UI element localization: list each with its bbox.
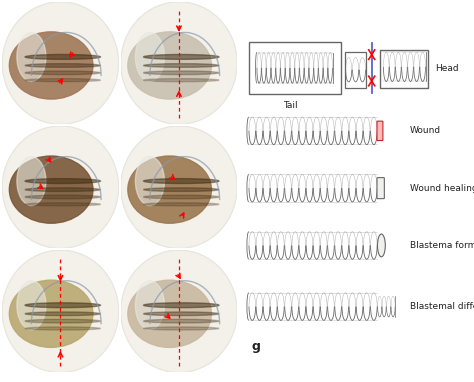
Text: Tail: Tail xyxy=(283,101,297,110)
Circle shape xyxy=(3,127,118,247)
Ellipse shape xyxy=(25,179,100,183)
Circle shape xyxy=(3,251,118,371)
Text: Wound healing: Wound healing xyxy=(410,184,474,193)
Circle shape xyxy=(121,2,237,124)
Circle shape xyxy=(122,251,236,371)
Ellipse shape xyxy=(25,319,100,323)
Ellipse shape xyxy=(128,156,211,223)
Circle shape xyxy=(122,127,236,247)
Ellipse shape xyxy=(25,327,100,330)
Ellipse shape xyxy=(9,32,93,99)
Ellipse shape xyxy=(17,32,46,81)
Ellipse shape xyxy=(144,55,219,59)
Text: e: e xyxy=(7,358,14,367)
Circle shape xyxy=(121,250,237,372)
Ellipse shape xyxy=(144,71,219,74)
Ellipse shape xyxy=(144,303,219,308)
Ellipse shape xyxy=(144,64,219,67)
Text: a: a xyxy=(7,109,14,119)
Ellipse shape xyxy=(136,157,164,206)
Text: f: f xyxy=(126,358,130,367)
Text: c: c xyxy=(7,233,13,243)
Ellipse shape xyxy=(25,71,100,74)
Text: b: b xyxy=(126,109,133,119)
Ellipse shape xyxy=(9,156,93,223)
Ellipse shape xyxy=(144,327,219,330)
Ellipse shape xyxy=(144,179,219,183)
Ellipse shape xyxy=(144,195,219,199)
Text: d: d xyxy=(126,233,133,243)
Ellipse shape xyxy=(136,32,164,81)
FancyBboxPatch shape xyxy=(377,178,384,199)
Circle shape xyxy=(2,250,118,372)
Text: g: g xyxy=(251,340,260,353)
Ellipse shape xyxy=(25,303,100,308)
Ellipse shape xyxy=(25,203,100,206)
Ellipse shape xyxy=(9,280,93,347)
Ellipse shape xyxy=(136,281,164,330)
Ellipse shape xyxy=(144,188,219,191)
Ellipse shape xyxy=(377,234,385,257)
FancyBboxPatch shape xyxy=(377,121,383,141)
Circle shape xyxy=(2,126,118,248)
Text: Wound: Wound xyxy=(410,126,441,135)
Text: Blastema formation: Blastema formation xyxy=(410,241,474,250)
Ellipse shape xyxy=(25,79,100,82)
Ellipse shape xyxy=(25,55,100,59)
Circle shape xyxy=(3,3,118,123)
Circle shape xyxy=(2,2,118,124)
Ellipse shape xyxy=(128,32,211,99)
Ellipse shape xyxy=(25,195,100,199)
Circle shape xyxy=(121,126,237,248)
Ellipse shape xyxy=(144,312,219,316)
Ellipse shape xyxy=(17,281,46,330)
Circle shape xyxy=(122,3,236,123)
Ellipse shape xyxy=(144,319,219,323)
Ellipse shape xyxy=(25,188,100,191)
Ellipse shape xyxy=(17,157,46,206)
Text: Head: Head xyxy=(435,64,458,73)
Text: Blastemal differentiation: Blastemal differentiation xyxy=(410,302,474,311)
Ellipse shape xyxy=(144,79,219,82)
Ellipse shape xyxy=(128,280,211,347)
Ellipse shape xyxy=(25,312,100,316)
Ellipse shape xyxy=(144,203,219,206)
Ellipse shape xyxy=(25,64,100,67)
